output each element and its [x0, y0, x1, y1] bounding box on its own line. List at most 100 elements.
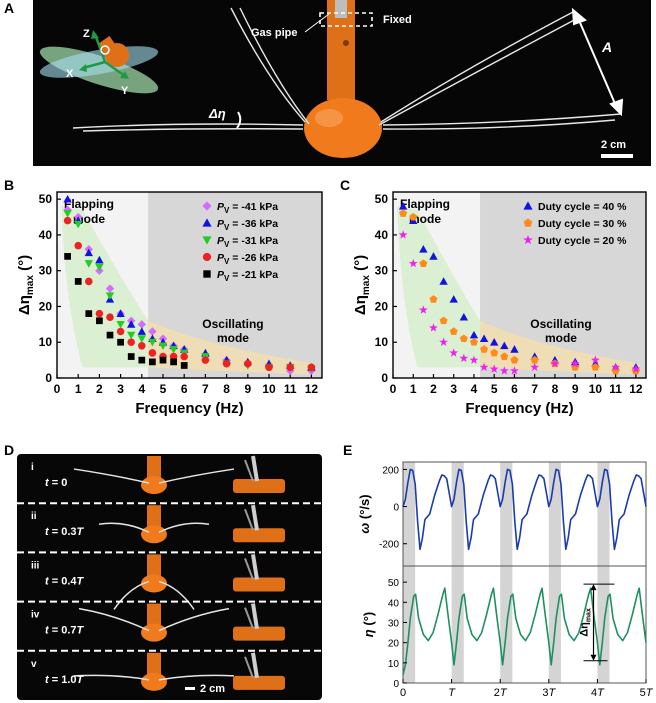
x-tick-label: 12 [629, 382, 643, 396]
data-point [265, 363, 273, 372]
data-point [469, 330, 479, 339]
side-view-rod [244, 607, 254, 630]
y-tick-label: 40 [39, 228, 53, 242]
robot-joint [141, 525, 167, 544]
robot-stem [147, 554, 161, 579]
data-point [127, 338, 135, 347]
data-point [158, 342, 168, 351]
x-tick-label: 1 [75, 382, 82, 396]
data-point [116, 309, 125, 317]
data-point [96, 317, 103, 325]
data-point [148, 327, 157, 336]
side-view-pipe [251, 603, 259, 629]
panel-label-c: C [340, 177, 351, 193]
row-time-label: t = 0.3T [45, 526, 85, 538]
oscillating-label-line2: mode [217, 331, 249, 345]
x-tick-label: 0 [54, 382, 61, 396]
x-tick-label: 1 [410, 382, 417, 396]
amplitude-label: A [601, 39, 612, 55]
data-point [409, 212, 418, 221]
scale-label-a: 2 cm [601, 139, 626, 151]
legend-label: PV = -26 kPa [217, 252, 278, 266]
y-tick-label: 0 [45, 371, 52, 385]
joint-ball [304, 98, 382, 158]
x-tick-label: 9 [244, 382, 251, 396]
legend-label: PV = -41 kPa [217, 201, 278, 215]
x-tick-label: 8 [223, 382, 230, 396]
data-point [159, 356, 167, 364]
row-roman-numeral: v [31, 659, 37, 670]
annotation-arrow-head-top [590, 584, 597, 591]
legend-label: PV = -36 kPa [217, 218, 278, 232]
data-point [307, 363, 316, 372]
series-2 [398, 230, 641, 375]
robot-joint [141, 476, 167, 495]
data-point [95, 263, 104, 272]
side-view-rod [244, 558, 254, 580]
x-tick-label: 2T [494, 687, 508, 699]
x-tick-label: 0 [390, 382, 397, 396]
data-point [419, 245, 428, 253]
scale-bar-d [185, 687, 195, 690]
data-point [408, 258, 418, 268]
side-view-body [233, 528, 285, 543]
data-point [84, 248, 93, 257]
left-wing [73, 468, 150, 484]
legend-label: Duty cycle = 30 % [538, 218, 627, 230]
data-point [449, 348, 459, 357]
data-point [510, 355, 519, 364]
data-point [116, 327, 125, 336]
panel-label-b: B [4, 177, 15, 193]
row-roman-numeral: iv [31, 610, 40, 621]
shaded-interval [500, 462, 513, 683]
x-tick-label: 7 [202, 382, 209, 396]
robot-stem [147, 456, 161, 481]
y-tick-label: 10 [39, 335, 53, 349]
row-time-label: t = 0 [45, 477, 67, 489]
side-view-pipe [251, 455, 259, 482]
data-point [439, 277, 448, 285]
data-point [489, 364, 499, 373]
data-point [439, 337, 448, 346]
data-point [530, 355, 539, 364]
x-tick-label: 11 [609, 382, 622, 396]
data-point [631, 364, 641, 373]
chart-e: -200 0 200 0 10 20 30 40 50 0 T 2T 3T 4T 5T Time (s) ω (… [357, 461, 654, 703]
data-point [570, 359, 580, 368]
y-tick-label: 40 [375, 228, 389, 242]
data-point [95, 255, 104, 264]
data-point [490, 348, 499, 357]
left-wing [113, 580, 150, 610]
y-axis-title: Δηmax (°) [352, 255, 372, 315]
data-point [459, 353, 469, 363]
amplitude-arrow [571, 7, 624, 117]
scale-bar-a [601, 154, 633, 158]
robot-joint [141, 623, 167, 642]
data-point [180, 352, 188, 361]
y-tick-label: 30 [375, 264, 389, 278]
right-wing [158, 580, 195, 610]
legend-label: Duty cycle = 40 % [538, 201, 627, 213]
x-tick-label: 6 [511, 382, 518, 396]
side-view-body [233, 675, 285, 690]
data-point [149, 358, 156, 366]
fixed-label: Fixed [383, 14, 412, 26]
data-point [180, 362, 188, 369]
legend-marker [202, 236, 212, 245]
svg-text:Z: Z [83, 28, 90, 40]
data-point [64, 253, 71, 260]
omega-line [402, 468, 647, 551]
x-tick-label: 2 [430, 382, 437, 396]
fixed-bracket [319, 12, 373, 27]
data-point [148, 349, 157, 357]
right-wing [158, 468, 235, 484]
data-point [137, 327, 146, 335]
data-point [459, 334, 468, 343]
x-tick-label: 10 [589, 382, 603, 396]
row-roman-numeral: iii [31, 560, 40, 571]
data-point [530, 362, 540, 372]
data-point [399, 209, 408, 217]
x-tick-label: 0 [400, 687, 406, 699]
data-point [138, 342, 146, 350]
